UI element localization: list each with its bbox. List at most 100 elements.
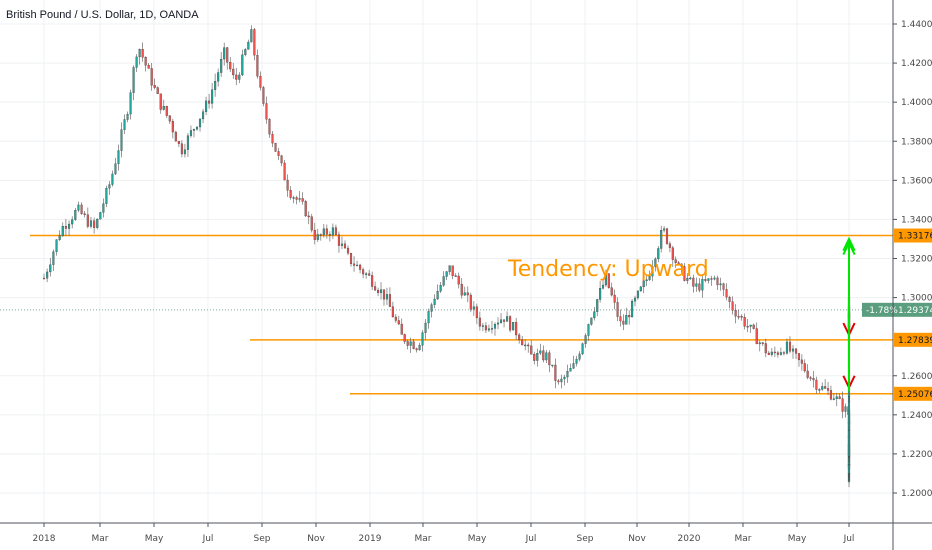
candle-body (159, 93, 162, 110)
candle-body (692, 277, 695, 287)
candle-body (42, 277, 46, 280)
candle-body (502, 319, 506, 322)
candle-body (604, 273, 607, 286)
candle-body (518, 334, 521, 341)
candle-body (316, 234, 319, 240)
candle-body (238, 74, 241, 80)
candle-body (622, 320, 625, 325)
candle-body (343, 243, 347, 249)
candle-body (117, 150, 120, 164)
candle-body (400, 323, 403, 335)
candle-body (198, 118, 202, 128)
candle-body (274, 142, 277, 152)
candle-body (472, 306, 475, 310)
candle-body (812, 378, 815, 381)
candle-body (809, 377, 812, 379)
candle-body (645, 279, 648, 282)
candle-body (232, 68, 235, 76)
candle-body (436, 291, 439, 300)
candle-body (427, 311, 430, 324)
candle-body (89, 220, 93, 227)
candle-body (177, 141, 180, 144)
x-tick-label: 2019 (359, 534, 382, 544)
candle-body (610, 287, 613, 296)
level-price-label: 1.25076 (898, 390, 932, 400)
candle-body (710, 278, 713, 280)
y-tick-label: 1.30000 (901, 294, 932, 304)
candle-body (515, 322, 518, 336)
candle-body (346, 247, 350, 254)
candle-body (365, 273, 368, 275)
candle-body (403, 334, 406, 342)
candle-body (815, 379, 818, 390)
arrow-head (842, 236, 856, 252)
candle-body (722, 283, 725, 290)
y-tick-label: 1.22000 (901, 450, 932, 460)
candle-body (847, 464, 851, 474)
candle-body (83, 213, 86, 215)
x-tick-label: Mar (415, 534, 432, 544)
candle-body (761, 342, 764, 344)
candle-body (61, 226, 64, 236)
candle-body (313, 229, 316, 240)
candle-body (418, 345, 421, 351)
candle-body (250, 29, 253, 43)
x-tick-label: May (468, 534, 487, 544)
candle-body (217, 72, 220, 82)
candle-body (607, 273, 610, 288)
candle-body (826, 388, 830, 391)
candle-body (439, 285, 442, 292)
candle-body (229, 62, 232, 70)
candle-body (186, 135, 189, 150)
candle-body (767, 352, 770, 355)
candle-body (280, 155, 283, 164)
x-tick-label: Nov (307, 534, 325, 544)
candle-body (484, 325, 487, 331)
candle-body (168, 115, 171, 122)
candle-body (469, 294, 472, 310)
candle-body (572, 363, 575, 369)
candle-body (337, 234, 340, 246)
candle-body (226, 47, 229, 63)
candle-body (268, 119, 271, 135)
candle-body (126, 113, 129, 120)
candle-body (481, 325, 484, 327)
candle-body (803, 363, 806, 372)
candle-body (509, 316, 512, 331)
candle-body (463, 292, 466, 296)
candle-body (253, 29, 256, 56)
candle-body (821, 386, 824, 390)
candle-body (527, 344, 530, 347)
candle-body (304, 201, 307, 217)
candle-body (668, 243, 671, 248)
candle-body (388, 294, 391, 307)
candle-body (307, 215, 310, 218)
candle-body (120, 129, 123, 151)
candle-body (539, 350, 542, 354)
candle-body (566, 371, 569, 378)
candle-body (147, 65, 150, 69)
candle-body (292, 197, 295, 199)
candle-body (271, 133, 274, 144)
candle-body (593, 311, 596, 319)
candle-body (286, 179, 289, 191)
candle-body (524, 344, 527, 347)
candle-body (93, 220, 96, 228)
candle-body (557, 380, 560, 383)
candle-body (683, 266, 686, 281)
candle-body (663, 228, 666, 231)
candle-body (319, 234, 322, 236)
y-tick-label: 1.20000 (901, 489, 932, 499)
candle-body (581, 343, 584, 355)
candle-body (752, 324, 755, 329)
candle-body (782, 352, 785, 354)
candle-body (749, 324, 752, 327)
candle-body (716, 277, 719, 286)
candle-body (71, 219, 74, 225)
candle-body (356, 264, 359, 267)
candle-body (352, 263, 356, 266)
candle-body (530, 345, 533, 355)
candle-body (829, 390, 833, 400)
candle-body (639, 286, 642, 292)
candle-body (713, 277, 716, 280)
